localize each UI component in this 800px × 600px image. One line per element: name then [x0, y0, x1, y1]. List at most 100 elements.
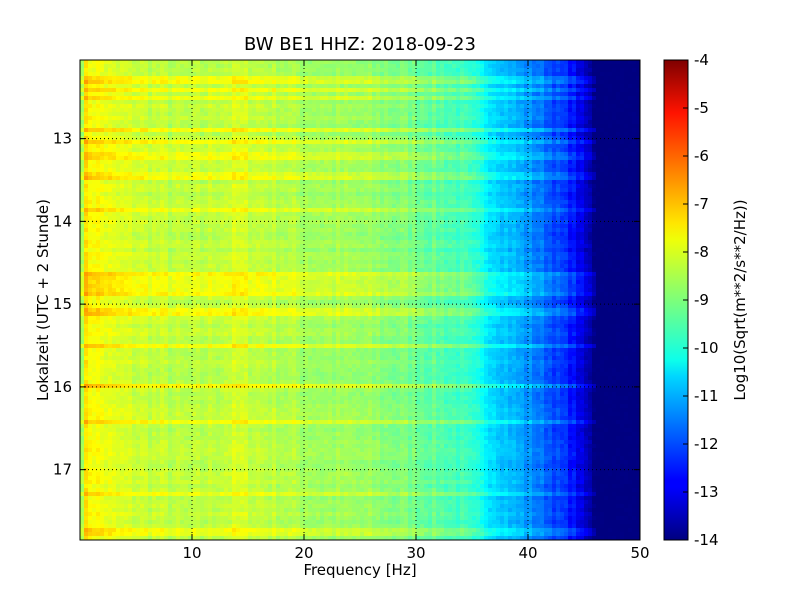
- heatmap-cell: [208, 112, 213, 117]
- heatmap-cell: [312, 92, 317, 97]
- heatmap-cell: [124, 108, 129, 113]
- heatmap-cell: [384, 140, 389, 145]
- heatmap-cell: [116, 104, 121, 109]
- heatmap-cell: [252, 100, 257, 105]
- heatmap-cell: [452, 200, 457, 205]
- heatmap-cell: [572, 168, 577, 173]
- heatmap-cell: [260, 140, 265, 145]
- heatmap-cell: [460, 124, 465, 129]
- heatmap-cell: [404, 192, 409, 197]
- heatmap-cell: [120, 200, 125, 205]
- heatmap-cell: [420, 96, 425, 101]
- heatmap-cell: [256, 120, 261, 125]
- heatmap-cell: [544, 184, 549, 189]
- heatmap-cell: [128, 164, 133, 169]
- heatmap-cell: [296, 192, 301, 197]
- heatmap-cell: [224, 180, 229, 185]
- heatmap-cell: [132, 172, 137, 177]
- heatmap-cell: [552, 124, 557, 129]
- heatmap-cell: [616, 188, 621, 193]
- heatmap-cell: [500, 156, 505, 161]
- heatmap-cell: [440, 176, 445, 181]
- heatmap-cell: [300, 140, 305, 145]
- heatmap-cell: [92, 176, 97, 181]
- heatmap-cell: [404, 60, 409, 65]
- heatmap-cell: [608, 100, 613, 105]
- heatmap-cell: [180, 164, 185, 169]
- heatmap-cell: [536, 192, 541, 197]
- heatmap-cell: [584, 72, 589, 77]
- heatmap-cell: [320, 152, 325, 157]
- heatmap-cell: [528, 152, 533, 157]
- heatmap-cell: [292, 148, 297, 153]
- heatmap-cell: [96, 136, 101, 141]
- heatmap-cell: [452, 180, 457, 185]
- heatmap-cell: [408, 96, 413, 101]
- heatmap-cell: [620, 156, 625, 161]
- heatmap-cell: [552, 144, 557, 149]
- heatmap-cell: [264, 144, 269, 149]
- heatmap-cell: [352, 148, 357, 153]
- heatmap-cell: [296, 92, 301, 97]
- heatmap-cell: [524, 68, 529, 73]
- heatmap-cell: [404, 164, 409, 169]
- heatmap-cell: [144, 68, 149, 73]
- heatmap-cell: [436, 64, 441, 69]
- heatmap-cell: [80, 76, 85, 81]
- heatmap-cell: [128, 116, 133, 121]
- heatmap-cell: [184, 128, 189, 133]
- heatmap-cell: [584, 148, 589, 153]
- heatmap-cell: [280, 92, 285, 97]
- heatmap-cell: [556, 84, 561, 89]
- heatmap-cell: [496, 156, 501, 161]
- heatmap-cell: [100, 68, 105, 73]
- heatmap-cell: [540, 80, 545, 85]
- heatmap-cell: [612, 128, 617, 133]
- heatmap-cell: [188, 196, 193, 201]
- heatmap-cell: [544, 192, 549, 197]
- heatmap-cell: [336, 104, 341, 109]
- heatmap-cell: [520, 84, 525, 89]
- heatmap-cell: [144, 76, 149, 81]
- heatmap-cell: [596, 68, 601, 73]
- heatmap-cell: [612, 68, 617, 73]
- heatmap-cell: [556, 128, 561, 133]
- heatmap-cell: [376, 76, 381, 81]
- heatmap-cell: [200, 184, 205, 189]
- heatmap-cell: [328, 164, 333, 169]
- heatmap-cell: [596, 96, 601, 101]
- heatmap-cell: [140, 188, 145, 193]
- heatmap-cell: [104, 116, 109, 121]
- heatmap-cell: [444, 68, 449, 73]
- heatmap-cell: [600, 64, 605, 69]
- heatmap-cell: [556, 196, 561, 201]
- heatmap-cell: [576, 180, 581, 185]
- heatmap-cell: [624, 128, 629, 133]
- heatmap-cell: [572, 92, 577, 97]
- heatmap-cell: [424, 196, 429, 201]
- heatmap-cell: [476, 184, 481, 189]
- heatmap-cell: [132, 84, 137, 89]
- heatmap-cell: [232, 84, 237, 89]
- heatmap-cell: [484, 84, 489, 89]
- heatmap-cell: [420, 152, 425, 157]
- heatmap-cell: [496, 120, 501, 125]
- heatmap-cell: [168, 72, 173, 77]
- heatmap-cell: [180, 84, 185, 89]
- heatmap-cell: [464, 192, 469, 197]
- heatmap-cell: [496, 92, 501, 97]
- heatmap-cell: [544, 112, 549, 117]
- heatmap-cell: [248, 144, 253, 149]
- heatmap-cell: [388, 156, 393, 161]
- heatmap-cell: [344, 144, 349, 149]
- heatmap-cell: [228, 104, 233, 109]
- heatmap-cell: [356, 120, 361, 125]
- heatmap-cell: [336, 100, 341, 105]
- heatmap-cell: [284, 184, 289, 189]
- heatmap-cell: [500, 92, 505, 97]
- heatmap-cell: [416, 116, 421, 121]
- heatmap-cell: [476, 60, 481, 65]
- heatmap-cell: [544, 196, 549, 201]
- heatmap-cell: [472, 68, 477, 73]
- heatmap-cell: [540, 168, 545, 173]
